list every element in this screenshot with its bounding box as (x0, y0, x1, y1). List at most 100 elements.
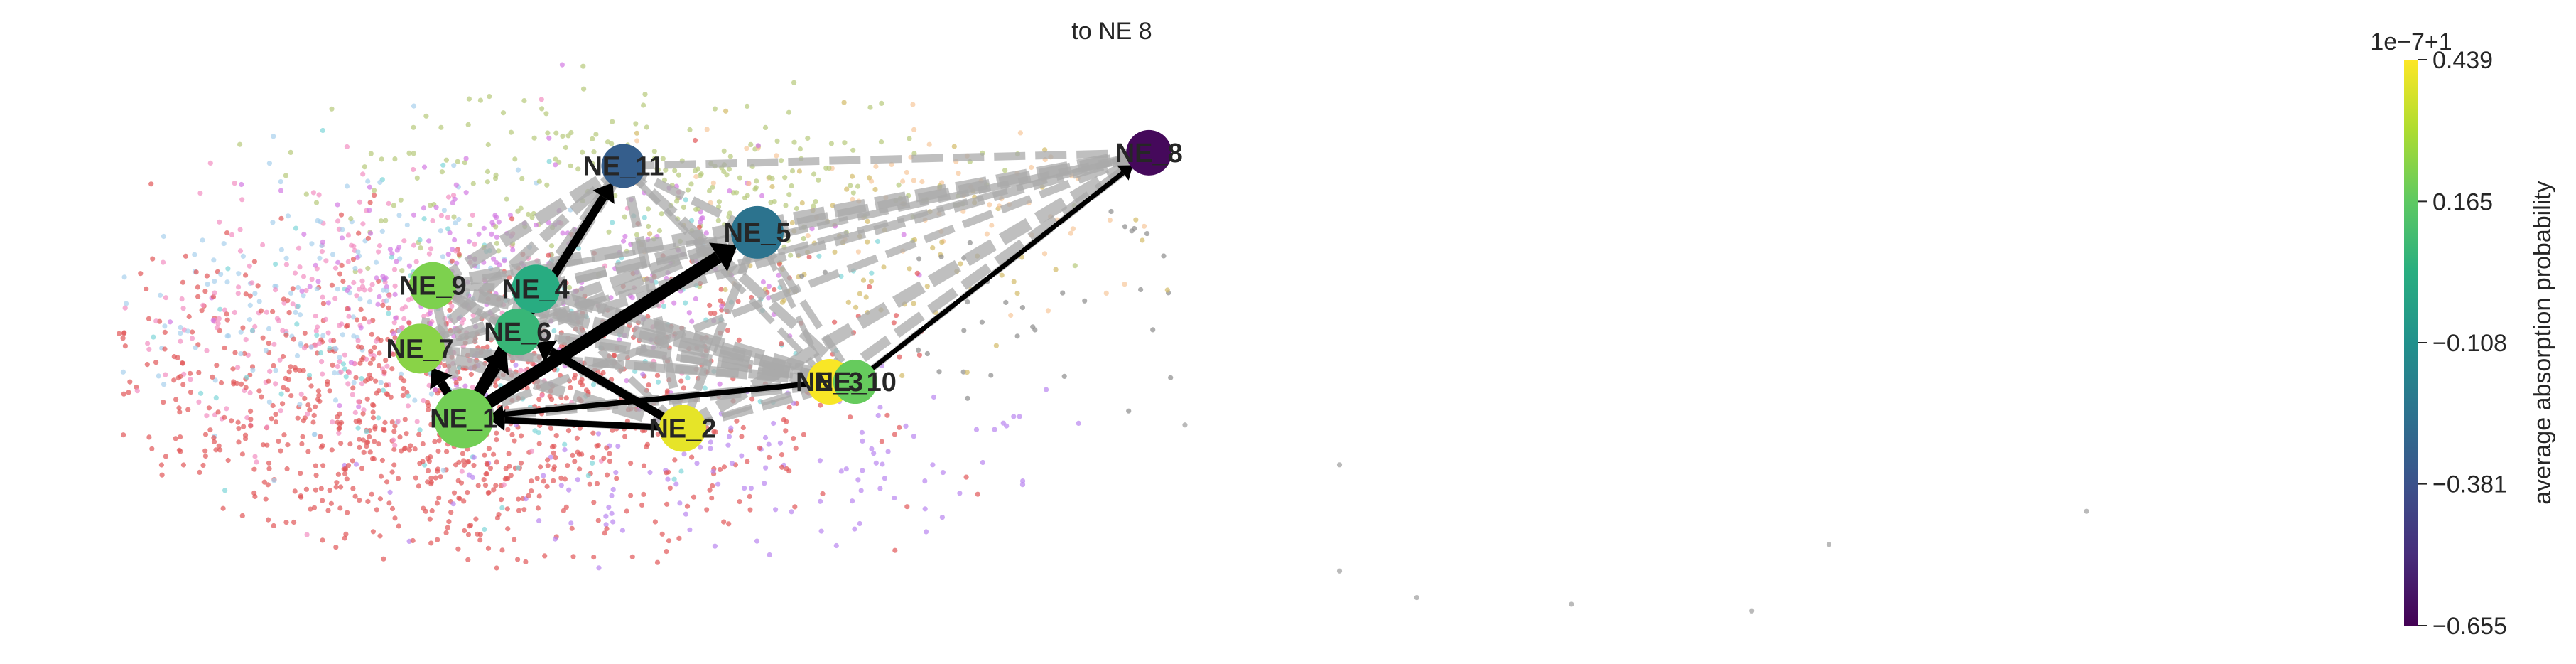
cell-point (1142, 223, 1147, 229)
cell-point (660, 156, 666, 161)
cell-point (308, 383, 314, 389)
cell-point (538, 464, 543, 470)
cell-point (505, 526, 511, 532)
cell-point (590, 136, 595, 141)
cell-point (711, 429, 717, 434)
cell-point (149, 446, 155, 451)
cell-point (704, 507, 710, 513)
arrow-shaft (864, 171, 1125, 376)
cell-point (379, 457, 386, 464)
cell-point (370, 402, 376, 407)
cell-point (389, 255, 395, 260)
cell-point (766, 454, 772, 461)
cell-point (924, 284, 930, 289)
cell-point (742, 486, 747, 491)
cell-point (590, 460, 595, 466)
cell-point (601, 455, 607, 461)
cell-point (222, 307, 227, 313)
cell-point (335, 419, 340, 425)
cell-point (726, 434, 732, 439)
cell-point (293, 225, 299, 231)
cell-point (604, 526, 610, 532)
cell-point (266, 399, 272, 405)
cell-point (579, 451, 585, 457)
cell-point (734, 418, 740, 424)
cell-point (429, 508, 435, 514)
cell-point (521, 98, 527, 104)
cell-point (386, 305, 391, 311)
cluster-node (409, 262, 457, 309)
cell-point (910, 102, 916, 107)
cell-point (404, 222, 410, 228)
cell-point (529, 448, 535, 454)
cell-point (788, 252, 794, 258)
cell-point (153, 318, 159, 324)
cell-point (391, 462, 397, 468)
cell-point (559, 62, 565, 68)
cell-point (467, 222, 473, 228)
cell-point (224, 317, 230, 323)
cell-point (465, 490, 470, 496)
cell-point (384, 479, 390, 485)
cell-point (494, 240, 500, 246)
cluster-nodes (395, 129, 1172, 452)
cell-point (664, 501, 670, 507)
cell-point (371, 456, 377, 462)
cell-point (967, 240, 973, 245)
cell-point (866, 175, 872, 181)
cell-point (602, 530, 607, 536)
cell-point (243, 337, 249, 343)
cell-point (553, 156, 558, 162)
cell-point (294, 321, 300, 327)
cell-point (470, 385, 476, 390)
cell-point (353, 375, 359, 380)
cell-point (297, 264, 303, 270)
cell-point (801, 236, 806, 242)
cell-point (377, 533, 383, 539)
cell-point (817, 458, 823, 464)
cell-point (360, 437, 366, 443)
cell-point (466, 239, 472, 245)
cell-point (673, 481, 679, 487)
cell-point (688, 181, 694, 187)
cell-point (412, 397, 418, 403)
cell-point (266, 460, 272, 466)
cell-point (325, 300, 331, 306)
cell-point (204, 348, 210, 353)
cell-point (891, 320, 897, 326)
cell-point (575, 166, 581, 172)
cell-point (450, 193, 457, 198)
cell-point (939, 515, 945, 520)
cell-point (292, 488, 298, 494)
cell-point (357, 199, 363, 205)
cell-point (499, 547, 505, 553)
cell-point (325, 330, 331, 336)
cell-point (338, 484, 344, 490)
cell-point (350, 314, 356, 320)
cell-point (274, 316, 280, 321)
cell-point (325, 382, 330, 387)
cell-point (899, 373, 905, 379)
cell-point (855, 249, 861, 255)
cell-point (871, 451, 877, 456)
cell-point (218, 380, 224, 386)
cell-point (357, 437, 362, 442)
cell-point (531, 135, 537, 141)
cell-point (595, 431, 602, 437)
cell-point (634, 130, 640, 136)
cell-point (855, 477, 861, 483)
cell-point (406, 320, 412, 326)
cell-point (401, 316, 407, 321)
cell-point (411, 124, 416, 130)
cell-point (505, 427, 511, 432)
cell-point (171, 377, 177, 383)
cell-point (361, 449, 367, 456)
cell-point (466, 472, 472, 478)
cell-point (373, 259, 379, 265)
cell-point (580, 149, 585, 155)
cell-point (261, 479, 267, 485)
cell-point (880, 461, 885, 467)
cell-point (273, 261, 278, 267)
arrow-head (430, 368, 453, 390)
cell-point (615, 444, 621, 449)
